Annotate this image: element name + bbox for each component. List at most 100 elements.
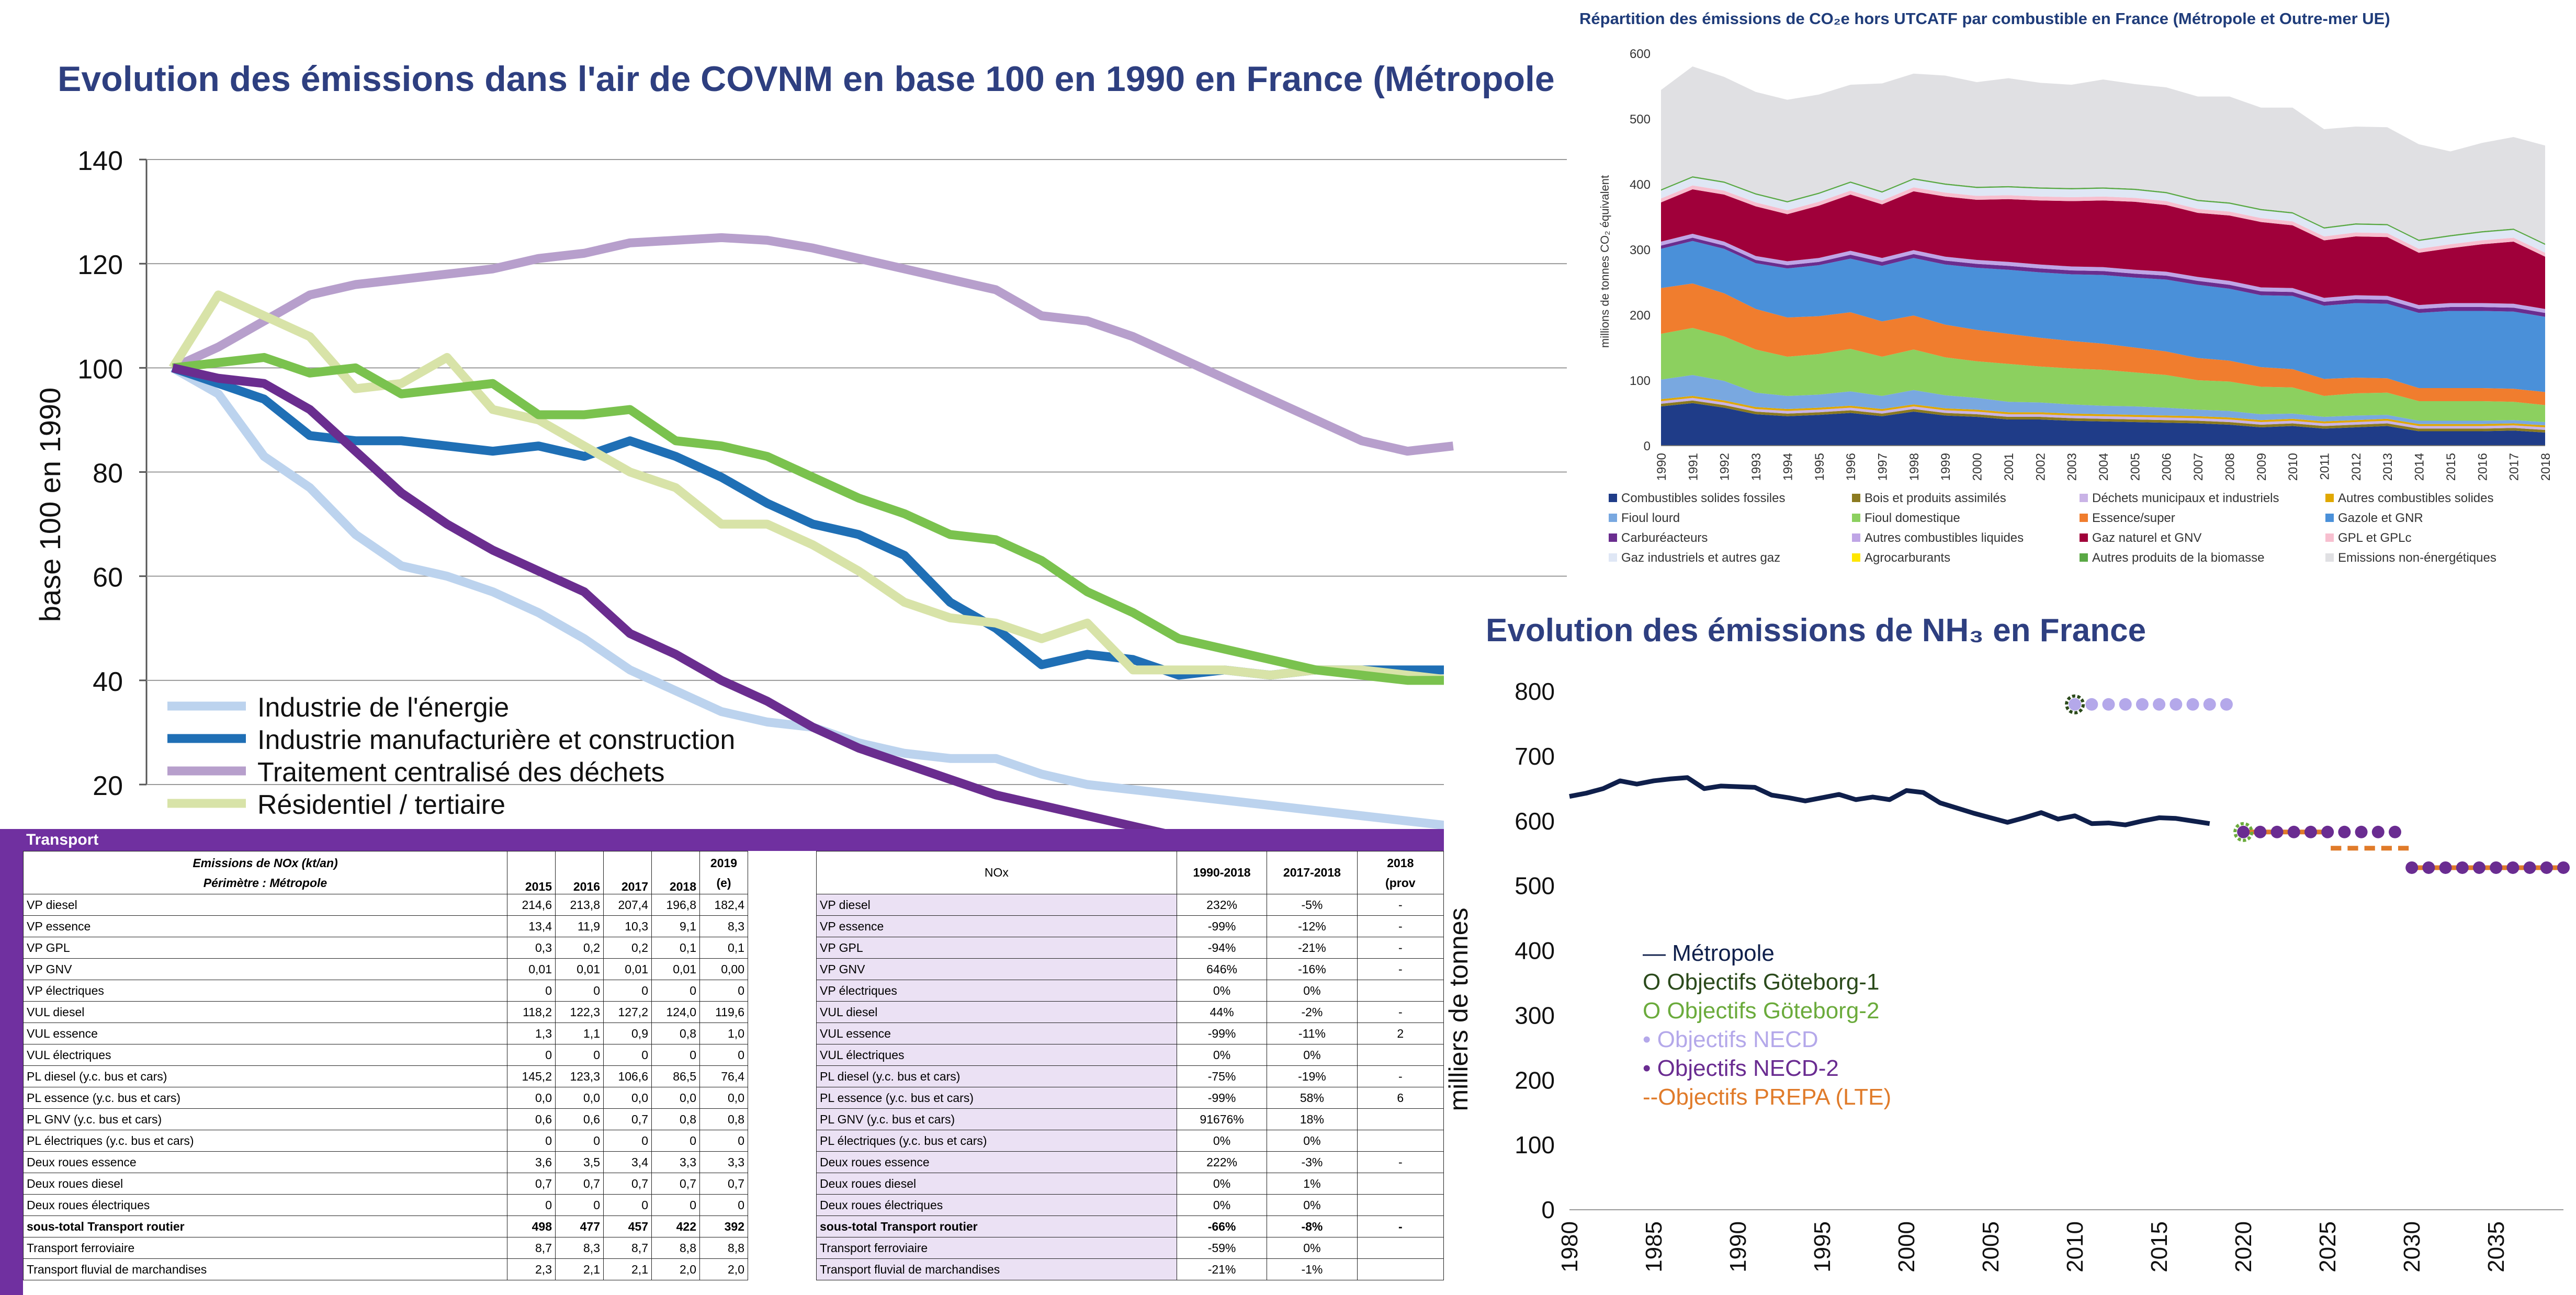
table-row: VP électriques 0% 0% xyxy=(816,980,1444,1002)
row-value: 0,0 xyxy=(507,1087,556,1109)
row-value: 0,01 xyxy=(555,958,604,980)
row-label: PL diesel (y.c. bus et cars) xyxy=(816,1065,1177,1087)
nh3-y-tick-label: 200 xyxy=(1515,1066,1555,1094)
co2-legend-label: Fioul lourd xyxy=(1621,511,1680,525)
year-2019-label: 2019 xyxy=(710,856,738,870)
row-label: PL essence (y.c. bus et cars) xyxy=(23,1087,507,1109)
row-value: 119,6 xyxy=(699,1001,748,1023)
table-row: Deux roues diesel 0,7 0,7 0,7 0,7 0,7 xyxy=(23,1173,748,1195)
table-row: VP essence 13,4 11,9 10,3 9,1 8,3 xyxy=(23,915,748,937)
row-change: 0% xyxy=(1176,1044,1268,1066)
row-value: 0 xyxy=(651,1044,700,1066)
row-value: 0 xyxy=(603,980,652,1002)
row-value: 118,2 xyxy=(507,1001,556,1023)
co2-y-tick-label: 500 xyxy=(1630,112,1651,127)
row-value: 0,7 xyxy=(699,1173,748,1195)
row-value: 182,4 xyxy=(699,894,748,916)
nh3-necd2-point xyxy=(2405,861,2419,874)
co2-chart-title: Répartition des émissions de CO₂e hors U… xyxy=(1579,9,2390,28)
row-change: -99% xyxy=(1176,915,1268,937)
row-value: 0,7 xyxy=(603,1108,652,1130)
row-label: VP GNV xyxy=(816,958,1177,980)
nh3-x-tick-label: 1990 xyxy=(1725,1221,1751,1273)
row-label: PL électriques (y.c. bus et cars) xyxy=(23,1130,507,1152)
row-value: 213,8 xyxy=(555,894,604,916)
nox-table-panel: Transport Emissions de NOx (kt/an) Périm… xyxy=(0,829,1444,1295)
nh3-legend-label: • Objectifs NECD-2 xyxy=(1643,1055,1839,1081)
nh3-x-tick-label: 2015 xyxy=(2146,1221,2172,1273)
nh3-legend-label: — Métropole xyxy=(1643,940,1775,966)
nh3-chart-panel: Evolution des émissions de NH₃ en France… xyxy=(1444,591,2576,1295)
row-label: PL essence (y.c. bus et cars) xyxy=(816,1087,1177,1109)
nh3-necd-point xyxy=(2153,698,2166,711)
nh3-chart-svg: 0 100 200 300 400 500 600 700 800 1980 1985 1990 199… xyxy=(1444,678,2570,1273)
row-change: 18% xyxy=(1267,1108,1358,1130)
co2-area-series xyxy=(1661,283,2545,405)
co2-legend-swatch xyxy=(2080,553,2088,562)
co2-legend-label: Bois et produits assimilés xyxy=(1865,491,2006,505)
co2-x-tick-label: 1991 xyxy=(1686,453,1700,481)
table-row: VUL électriques 0% 0% xyxy=(816,1044,1444,1066)
row-value: 0 xyxy=(507,1194,556,1216)
co2-x-tick-label: 1994 xyxy=(1781,453,1795,481)
nh3-y-tick-label: 400 xyxy=(1515,937,1555,964)
row-value: 2,1 xyxy=(603,1258,652,1280)
row-value: 10,3 xyxy=(603,915,652,937)
row-label: Deux roues diesel xyxy=(816,1173,1177,1195)
nh3-necd2-point xyxy=(2422,861,2435,874)
co2-legend-label: Déchets municipaux et industriels xyxy=(2092,491,2279,505)
co2-area-series xyxy=(1661,403,2545,446)
covnm-series-line xyxy=(172,353,1453,685)
row-value: 0 xyxy=(651,1194,700,1216)
nh3-y-tick-label: 100 xyxy=(1515,1131,1555,1158)
row-value: 3,3 xyxy=(699,1151,748,1173)
nh3-chart-title: Evolution des émissions de NH₃ en France xyxy=(1486,612,2146,649)
covnm-y-tick-label: 80 xyxy=(93,459,123,489)
row-value: 0,2 xyxy=(555,937,604,959)
nh3-x-tick-label: 2025 xyxy=(2315,1221,2341,1273)
co2-area-series xyxy=(1661,400,2545,433)
row-change: -99% xyxy=(1176,1023,1268,1044)
covnm-y-tick-label: 120 xyxy=(77,250,123,280)
co2-legend-swatch xyxy=(1852,514,1860,522)
row-label: VUL électriques xyxy=(816,1044,1177,1066)
co2-x-tick-label: 2010 xyxy=(2286,453,2300,481)
covnm-chart-panel: Evolution des émissions dans l'air de CO… xyxy=(0,0,1567,829)
row-value: 8,7 xyxy=(507,1237,556,1259)
row-value: 0 xyxy=(603,1044,652,1066)
row-change: -75% xyxy=(1176,1065,1268,1087)
table-row: sous-total Transport routier 498 477 457 422… xyxy=(23,1216,748,1237)
table-row: PL diesel (y.c. bus et cars) 145,2 123,3 10… xyxy=(23,1065,748,1087)
row-change: 0% xyxy=(1267,1130,1358,1152)
nh3-x-tick-label: 2000 xyxy=(1894,1221,1919,1273)
nh3-y-axis-label: milliers de tonnes xyxy=(1444,907,1473,1111)
row-value: 0,1 xyxy=(699,937,748,959)
co2-legend-swatch xyxy=(2080,533,2088,542)
co2-legend-swatch xyxy=(1609,494,1617,502)
covnm-series-line xyxy=(172,363,1166,829)
table-row: Deux roues électriques 0% 0% xyxy=(816,1194,1444,1216)
co2-x-tick-label: 2000 xyxy=(1971,453,1985,481)
covnm-series-line xyxy=(171,233,1454,456)
row-label: Deux roues électriques xyxy=(816,1194,1177,1216)
nh3-necd2-point xyxy=(2371,825,2385,838)
row-change: -8% xyxy=(1267,1216,1358,1237)
nh3-necd2-point xyxy=(2540,861,2553,874)
table-row: VUL diesel 44% -2% - xyxy=(816,1001,1444,1023)
table-row: Transport ferroviaire 8,7 8,3 8,7 8,8 8,8 xyxy=(23,1237,748,1259)
co2-x-tick-label: 2009 xyxy=(2255,453,2269,481)
nh3-necd-point xyxy=(2170,698,2183,711)
row-change: - xyxy=(1357,1216,1444,1237)
row-change xyxy=(1357,1108,1444,1130)
covnm-y-axis-label: base 100 en 1990 xyxy=(33,388,66,622)
row-value: 0 xyxy=(651,980,700,1002)
row-change: -19% xyxy=(1267,1065,1358,1087)
row-value: 9,1 xyxy=(651,915,700,937)
row-value: 0,6 xyxy=(507,1108,556,1130)
row-label: Transport fluvial de marchandises xyxy=(816,1258,1177,1280)
row-value: 3,4 xyxy=(603,1151,652,1173)
co2-y-tick-label: 100 xyxy=(1630,374,1651,388)
row-label: VP diesel xyxy=(23,894,507,916)
co2-legend-swatch xyxy=(1852,533,1860,542)
table-row: VP diesel 214,6 213,8 207,4 196,8 182,4 xyxy=(23,894,748,916)
